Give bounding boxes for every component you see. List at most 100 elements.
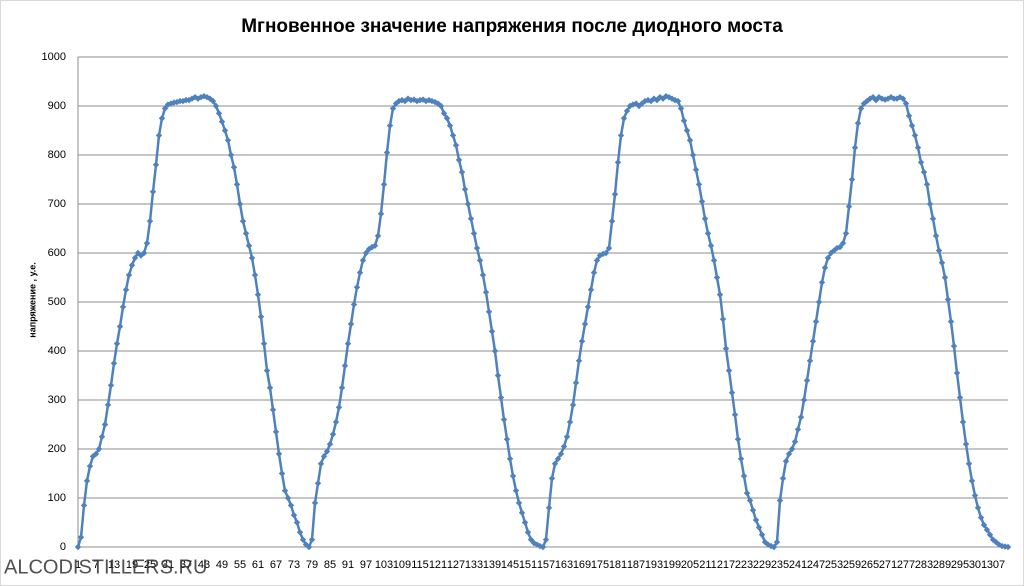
point-marker: [188, 95, 196, 102]
point-marker: [251, 271, 259, 279]
point-marker: [932, 232, 940, 240]
y-tick-label: 0: [60, 541, 66, 553]
point-marker: [203, 93, 211, 101]
x-tick-label: 295: [951, 559, 969, 571]
point-marker: [551, 460, 559, 467]
x-tick-label: 79: [306, 559, 318, 571]
point-marker: [299, 536, 307, 543]
point-marker: [131, 254, 139, 262]
point-marker: [518, 509, 526, 516]
point-marker: [545, 504, 553, 511]
point-marker: [128, 262, 136, 269]
point-marker: [821, 264, 829, 271]
point-marker: [116, 323, 124, 330]
point-marker: [746, 497, 754, 504]
point-marker: [248, 254, 256, 262]
x-tick-label: 253: [825, 559, 843, 571]
point-marker: [791, 438, 799, 445]
y-tick-label: 300: [48, 394, 66, 406]
point-marker: [926, 200, 934, 208]
x-tick-label: 241: [789, 559, 807, 571]
x-tick-label: 73: [288, 559, 300, 571]
point-marker: [449, 132, 457, 139]
point-marker: [104, 401, 112, 409]
point-marker: [527, 536, 535, 543]
point-marker: [521, 519, 529, 526]
x-tick-label: 205: [681, 559, 699, 571]
point-marker: [224, 137, 232, 144]
point-marker: [947, 318, 955, 325]
point-marker: [482, 289, 490, 296]
point-marker: [215, 110, 223, 117]
point-marker: [797, 413, 805, 421]
point-marker: [542, 536, 550, 543]
point-marker: [680, 117, 688, 124]
point-marker: [737, 455, 745, 462]
point-marker: [233, 181, 241, 188]
y-tick-label: 1000: [42, 51, 66, 63]
point-marker: [938, 259, 946, 266]
point-marker: [440, 110, 448, 117]
point-marker: [314, 480, 322, 487]
point-marker: [899, 95, 907, 102]
point-marker: [962, 440, 970, 448]
y-tick-label: 900: [48, 100, 66, 112]
point-marker: [911, 132, 919, 139]
point-marker: [983, 526, 991, 534]
point-marker: [320, 453, 328, 460]
point-marker: [623, 107, 631, 115]
x-tick-label: 247: [807, 559, 825, 571]
point-marker: [686, 137, 694, 144]
x-tick-label: 91: [342, 559, 354, 571]
x-tick-label: 1: [75, 559, 81, 571]
point-marker: [560, 443, 568, 450]
point-marker: [788, 445, 796, 453]
point-marker: [74, 543, 82, 551]
point-marker: [194, 95, 202, 102]
point-marker: [317, 460, 325, 467]
point-marker: [902, 100, 910, 107]
point-marker: [254, 291, 262, 298]
point-marker: [590, 269, 598, 276]
point-marker: [905, 112, 913, 119]
point-marker: [359, 257, 367, 264]
point-marker: [461, 186, 469, 193]
point-marker: [716, 291, 724, 298]
point-marker: [101, 421, 109, 428]
point-marker: [584, 303, 592, 311]
point-marker: [575, 357, 583, 364]
point-marker: [731, 411, 739, 418]
x-tick-label: 181: [609, 559, 627, 571]
point-marker: [734, 436, 742, 443]
point-marker: [779, 475, 787, 482]
point-marker: [161, 105, 169, 112]
x-tick-label: 157: [537, 559, 555, 571]
point-marker: [539, 543, 547, 551]
point-marker: [488, 328, 496, 335]
x-tick-label: 235: [771, 559, 789, 571]
point-marker: [818, 279, 826, 286]
point-marker: [707, 242, 715, 249]
point-marker: [350, 301, 358, 308]
point-marker: [698, 198, 706, 205]
point-marker: [392, 100, 400, 107]
point-marker: [713, 274, 721, 281]
point-marker: [458, 168, 466, 176]
point-marker: [371, 242, 379, 249]
point-marker: [614, 159, 622, 166]
point-marker: [812, 318, 820, 325]
point-marker: [362, 249, 370, 257]
point-marker: [146, 217, 154, 225]
point-marker: [149, 188, 157, 195]
x-tick-label: 193: [645, 559, 663, 571]
point-marker: [239, 217, 247, 225]
point-marker: [968, 477, 976, 485]
point-marker: [185, 96, 193, 104]
point-marker: [305, 543, 313, 551]
point-marker: [323, 448, 331, 455]
point-marker: [377, 210, 385, 217]
point-marker: [908, 122, 916, 129]
point-marker: [914, 144, 922, 151]
point-marker: [197, 93, 205, 101]
